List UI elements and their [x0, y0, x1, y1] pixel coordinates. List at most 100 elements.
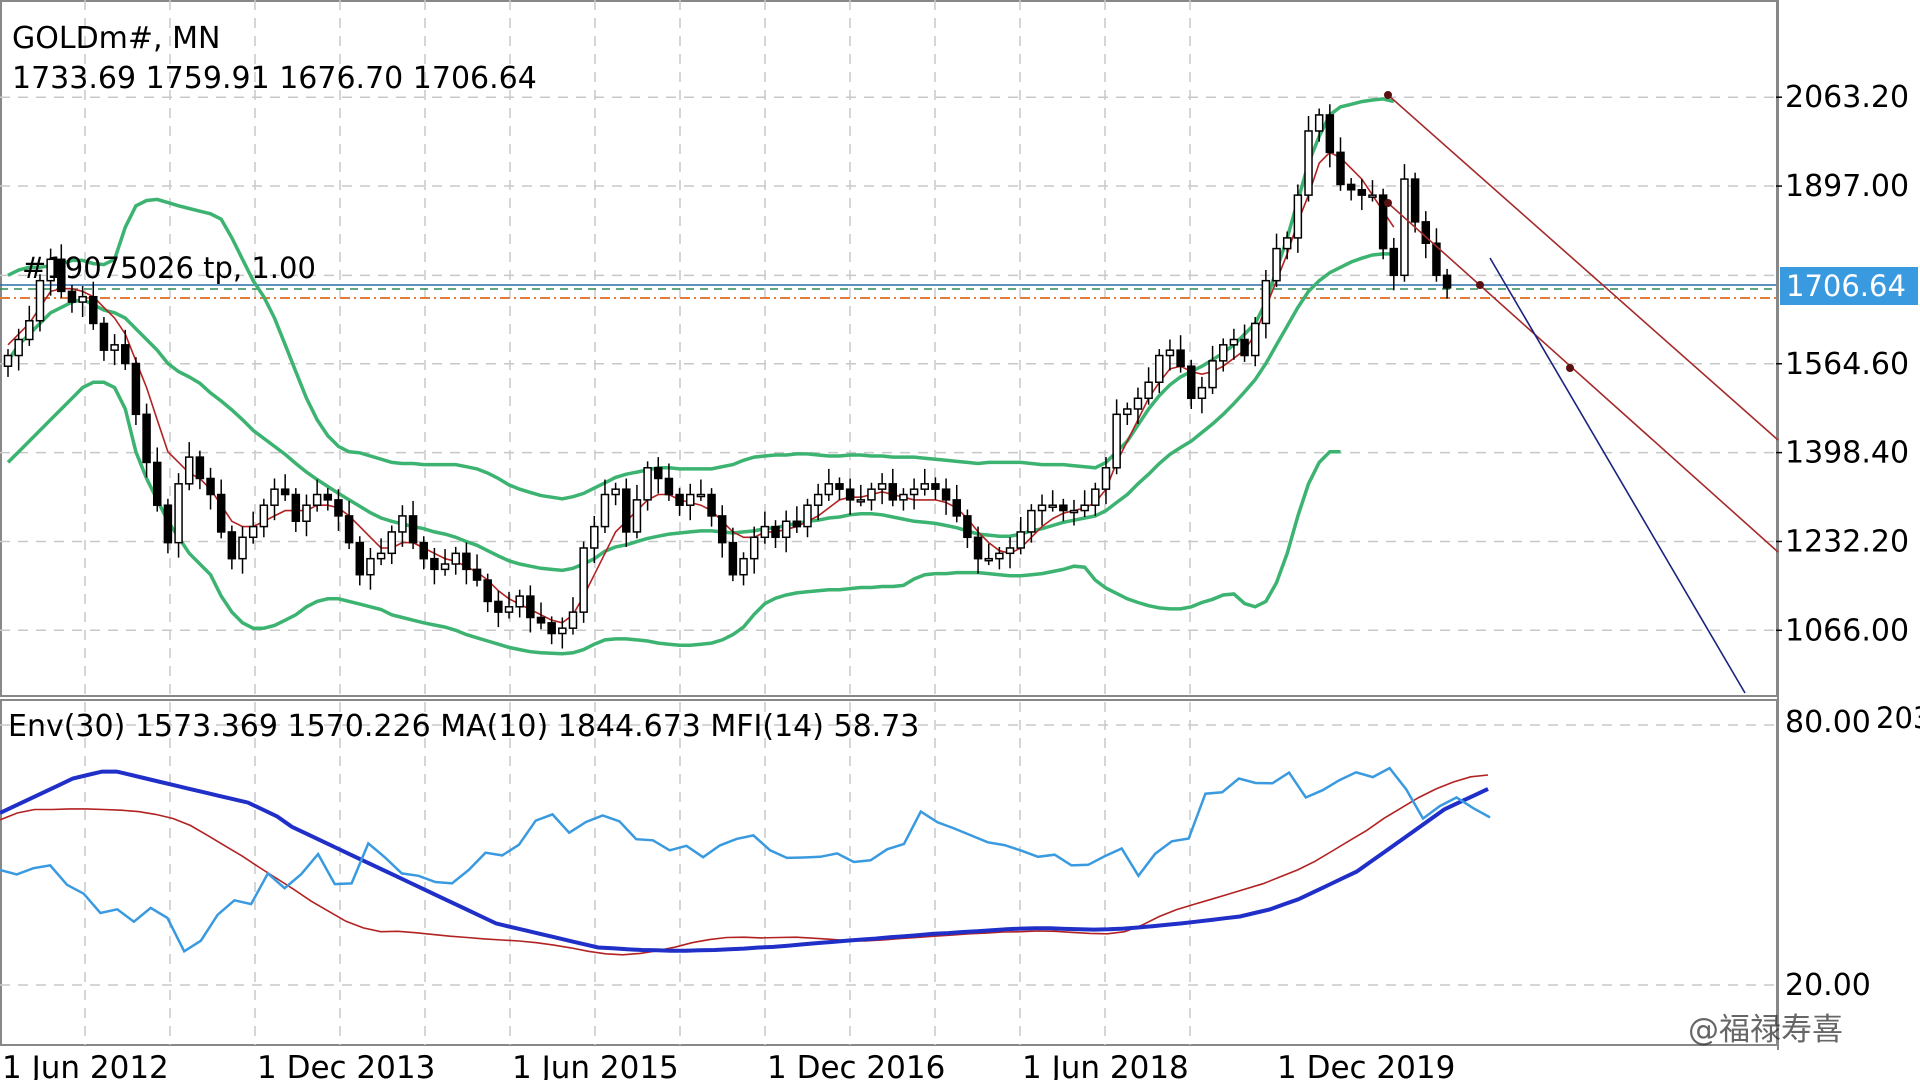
candle [1059, 498, 1068, 522]
candle-bull [25, 320, 34, 341]
candle-bull [184, 456, 194, 485]
candle-bull [1272, 247, 1281, 282]
candle [1410, 172, 1420, 233]
bollinger-middle [6, 252, 1394, 573]
candle [675, 488, 684, 516]
candle [1389, 237, 1399, 291]
candle [57, 244, 66, 298]
candle [142, 403, 151, 478]
candle-bear [845, 488, 855, 501]
candle [259, 498, 269, 538]
candle [1432, 228, 1441, 282]
candle [771, 520, 780, 548]
candle [579, 541, 588, 623]
candle-bear [675, 493, 684, 506]
candle [46, 248, 55, 296]
candle-bear [1346, 183, 1356, 191]
candle [14, 328, 23, 371]
candle [1240, 324, 1249, 362]
trendline-upper [1387, 94, 1779, 441]
candle [483, 573, 492, 613]
candle-bull [600, 493, 610, 528]
candle-bear [494, 600, 503, 613]
candle-bear [973, 536, 983, 560]
candle-bear [344, 515, 354, 544]
candle-bull [781, 520, 791, 539]
candle-bull [387, 531, 397, 555]
candle [707, 488, 716, 527]
price-tick-label: 1564.60 [1785, 347, 1909, 382]
candle [1400, 164, 1409, 282]
candle-bear [323, 493, 333, 501]
candle-bear [280, 488, 290, 496]
candle-bear [1389, 247, 1399, 277]
candle-bull [749, 536, 759, 560]
candle [376, 538, 386, 566]
candle [781, 510, 791, 553]
candle [472, 554, 482, 587]
candle [590, 515, 599, 563]
candle [238, 526, 247, 574]
candle [1208, 345, 1217, 395]
candle [1144, 367, 1153, 405]
candle [270, 478, 279, 521]
candle-bull [1133, 397, 1143, 410]
candle [67, 284, 77, 313]
candle [462, 542, 471, 585]
candle-bull [1400, 178, 1409, 277]
candle-bull [312, 493, 322, 506]
candle [536, 602, 546, 630]
candle [1165, 339, 1175, 371]
candle-bear [963, 515, 972, 539]
watermark: @福禄寿喜 [1688, 1012, 1843, 1048]
price-axis: 2063.20 1897.00 1564.60 1398.40 1232.20 1066.… [1776, 80, 1909, 648]
candle [302, 494, 311, 537]
candle [184, 442, 194, 491]
candle-bear [1325, 114, 1335, 154]
candle-bear [483, 579, 492, 603]
candle-bull [238, 536, 247, 560]
candle [803, 498, 812, 538]
candle-bull [376, 552, 386, 560]
candle [152, 447, 162, 512]
candle [622, 478, 631, 547]
price-tick-label: 1232.20 [1785, 524, 1909, 559]
candle [909, 478, 919, 510]
candle [952, 484, 961, 523]
indicator-level-80: 80.00 [1785, 705, 1871, 740]
candle [1133, 387, 1143, 424]
candle [206, 467, 215, 510]
candle-bull [1314, 114, 1324, 132]
candle [728, 527, 738, 582]
trendline-blue [1489, 257, 1746, 694]
candle [1325, 104, 1335, 168]
candle-bull [1208, 360, 1217, 389]
candle-bull [1091, 488, 1100, 506]
order-label[interactable]: #19075026 tp, 1.00 [22, 251, 316, 285]
candle [845, 478, 855, 515]
candle-bear [1442, 274, 1452, 289]
indicator-lines [0, 766, 1491, 956]
candle [291, 488, 301, 532]
candle [1176, 335, 1185, 373]
candle-bear [888, 483, 898, 501]
candle-bull [366, 557, 375, 576]
candle [600, 479, 610, 534]
candle [227, 525, 237, 570]
time-tick-label: 1 Dec 2013 [257, 1050, 435, 1080]
candle-bull [1069, 509, 1079, 514]
candle-bull [590, 525, 599, 549]
candle-bear [152, 461, 162, 506]
candle [1155, 349, 1164, 393]
candle [1080, 490, 1089, 517]
candle [568, 597, 578, 635]
candle [1101, 457, 1111, 505]
candle-bear [526, 595, 535, 619]
candle-bear [472, 568, 482, 581]
candle [121, 329, 130, 370]
candle-bull [1282, 237, 1292, 250]
candle-bull [1101, 467, 1111, 490]
candle [920, 468, 930, 496]
